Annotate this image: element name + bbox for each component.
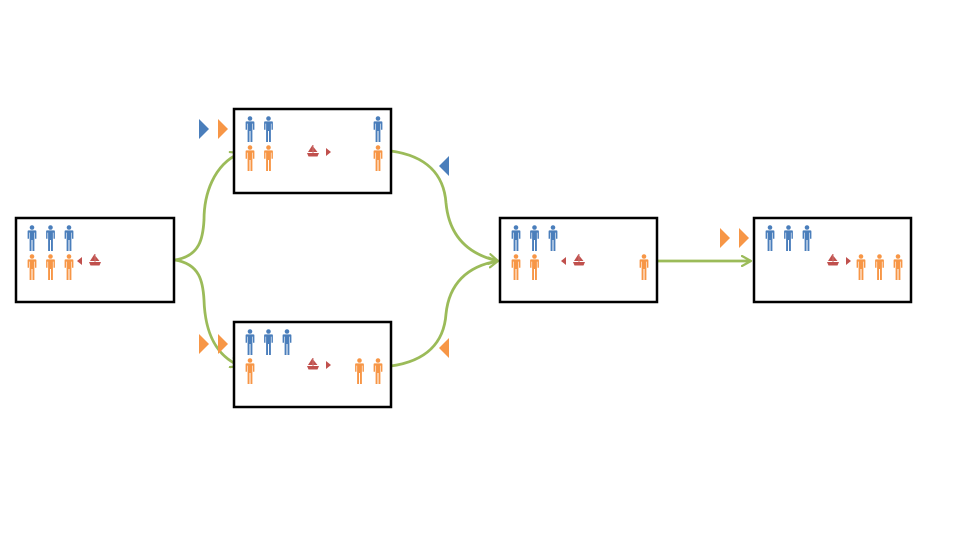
state-upper — [234, 109, 391, 193]
state-merged — [500, 218, 657, 302]
missionary-move-triangle-icon — [199, 119, 209, 139]
cannibal-move-triangle-icon — [739, 228, 749, 248]
state-lower — [234, 322, 391, 407]
state-final — [754, 218, 911, 302]
arrow-start-to-upper — [175, 153, 240, 260]
state-start — [16, 218, 174, 302]
missionary-move-triangle-icon — [439, 156, 449, 176]
cannibal-move-triangle-icon — [720, 228, 730, 248]
arrow-start-to-lower — [175, 260, 240, 366]
cannibal-move-triangle-icon — [199, 334, 209, 354]
moved-set-upper-to-merged — [439, 156, 449, 176]
cannibal-move-triangle-icon — [439, 338, 449, 358]
cannibal-move-triangle-icon — [218, 334, 228, 354]
moved-set-start-to-upper — [199, 119, 228, 139]
moved-set-lower-to-merged — [439, 338, 449, 358]
state-boxes — [16, 109, 911, 407]
cannibal-move-triangle-icon — [218, 119, 228, 139]
moved-set-merged-to-final — [720, 228, 749, 248]
